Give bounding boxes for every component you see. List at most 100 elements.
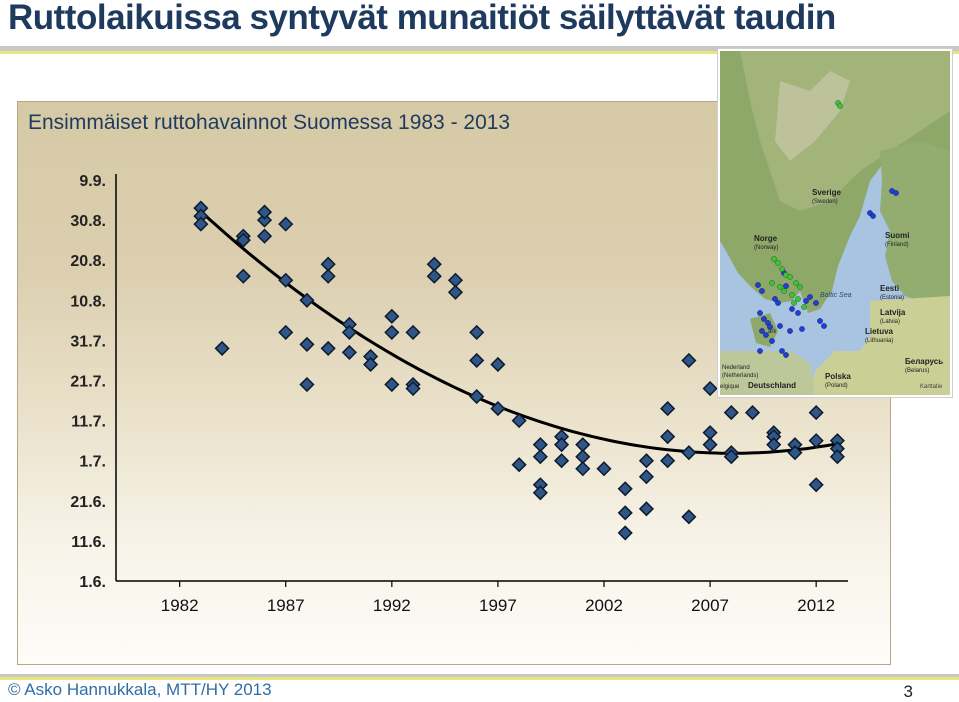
map-dot-green [793, 280, 799, 286]
data-point [299, 292, 315, 308]
footer-divider [0, 674, 959, 677]
map-label-sweden: Sverige [812, 188, 841, 197]
data-point [617, 525, 633, 541]
map-dot-blue [893, 190, 899, 196]
data-point [256, 212, 273, 228]
map-dot-blue [767, 324, 773, 330]
map-dot-green [797, 284, 803, 290]
data-point [638, 453, 654, 469]
map-label-estonia-sub: (Estonia) [880, 295, 904, 301]
data-point [787, 445, 803, 461]
data-point [278, 216, 294, 232]
data-point [405, 324, 421, 340]
map-mountains [775, 71, 850, 161]
data-point [341, 344, 357, 360]
data-point [490, 356, 506, 373]
data-point [341, 324, 357, 340]
map-attribution: Karttatie [920, 384, 943, 390]
map-label-baltic-sea: Baltic Sea [820, 292, 852, 299]
map-label-sweden-sub: (Sweden) [812, 199, 838, 205]
footer-divider-accent [0, 677, 959, 680]
data-point [235, 268, 251, 284]
x-tick-label: 1992 [373, 596, 411, 615]
map-land-baltics [810, 296, 950, 395]
data-point [511, 457, 527, 473]
map-dot-blue [755, 282, 761, 288]
data-point [681, 352, 697, 369]
x-tick-label: 2012 [797, 596, 835, 615]
data-point [299, 336, 315, 352]
map-dot-blue [769, 338, 775, 344]
map-label-belarus-sub: (Belarus) [905, 368, 929, 374]
data-point [511, 413, 527, 429]
data-point [660, 429, 676, 445]
x-tick-label: 1997 [479, 596, 517, 615]
data-point [532, 449, 548, 465]
map-dot-green [777, 284, 783, 290]
data-point [660, 401, 676, 417]
y-tick-label: 30.8. [70, 213, 106, 230]
y-tick-label: 21.7. [70, 374, 106, 391]
data-point [299, 376, 315, 393]
data-point [681, 509, 697, 525]
map-label-latvia: Latvija [880, 308, 906, 317]
map-dot-blue [759, 328, 765, 334]
map-inset: Sverige (Sweden) Norge (Norway) Suomi (F… [718, 49, 952, 397]
slide-title: Ruttolaikuissa syntyvät munaitiöt säilyt… [8, 0, 836, 37]
data-point [256, 204, 273, 220]
map-dot-green [781, 288, 787, 294]
footer-credit: © Asko Hannukkala, MTT/HY 2013 [8, 680, 272, 699]
x-tick-label: 2002 [585, 596, 623, 615]
data-point [490, 401, 506, 417]
data-point [193, 216, 209, 232]
map-label-belgium: elgique [720, 384, 740, 390]
data-point [320, 268, 336, 284]
map-dot-blue [789, 306, 795, 312]
map-label-belarus: Беларусь [905, 357, 943, 366]
map-dot-blue [757, 348, 763, 354]
map-dot-green [775, 260, 781, 266]
map-label-norway: Norge [754, 234, 778, 243]
map-dot-blue [807, 294, 813, 300]
map-label-denmark: ark [768, 329, 777, 335]
map-dot-green [769, 280, 775, 286]
data-point [320, 340, 336, 356]
data-point [808, 405, 824, 421]
map-dot-green [779, 266, 785, 272]
data-points [193, 200, 845, 541]
y-tick-label: 10.8. [70, 293, 106, 310]
map-dot-green [837, 103, 843, 109]
y-tick-label: 21.6. [70, 494, 106, 511]
data-point [596, 461, 612, 477]
map-dot-blue [775, 300, 781, 306]
data-point [575, 461, 591, 477]
map-label-latvia-sub: (Latvia) [880, 319, 900, 325]
data-point [278, 272, 294, 288]
y-tick-label: 20.8. [70, 253, 106, 270]
y-tick-label: 31.7. [70, 333, 106, 350]
data-point [829, 449, 845, 465]
data-point [384, 308, 400, 324]
data-point [723, 405, 739, 421]
map-dot-blue [870, 213, 876, 219]
data-point [532, 485, 548, 501]
map-dot-blue [763, 332, 769, 338]
map-dot-green [771, 256, 777, 262]
map-label-lithuania-sub: (Lithuania) [865, 338, 893, 344]
data-point [808, 433, 824, 449]
map-dot-blue [772, 296, 778, 302]
title-divider [0, 46, 959, 51]
data-point [384, 376, 400, 393]
data-point [617, 481, 633, 497]
data-point [638, 469, 654, 485]
map-dot-green [791, 300, 797, 306]
data-point [766, 437, 782, 453]
map-dot-blue [783, 283, 789, 289]
data-point [702, 380, 718, 397]
map-dot-blue [779, 348, 785, 354]
map-dot-blue [757, 310, 763, 316]
x-tick-label: 1982 [161, 596, 199, 615]
data-point [384, 324, 400, 340]
map-land-finland [880, 141, 950, 303]
data-point [469, 352, 485, 369]
